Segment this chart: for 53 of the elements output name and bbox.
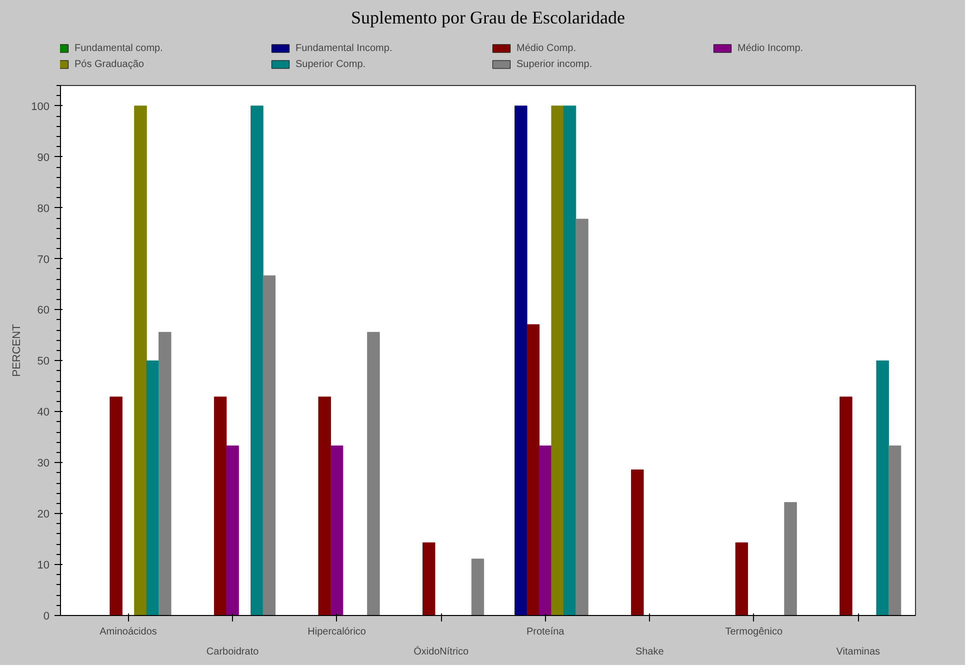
y-tick-label: 70	[37, 254, 50, 266]
y-tick-label: 50	[37, 356, 50, 368]
chart-title: Suplemento por Grau de Escolaridade	[351, 8, 625, 28]
bar	[538, 446, 552, 616]
bar	[330, 446, 344, 616]
y-tick-label: 20	[37, 508, 50, 521]
bar	[551, 106, 564, 616]
bar	[563, 106, 576, 616]
bar	[146, 360, 160, 616]
bar	[876, 360, 889, 616]
x-tick-label: Carboidrato	[206, 646, 260, 658]
y-tick-label: 30	[37, 458, 50, 470]
legend-label: Fundamental Incomp.	[296, 42, 394, 54]
bar	[214, 396, 227, 616]
bar	[158, 332, 172, 616]
bar	[888, 446, 902, 616]
bar	[318, 396, 331, 616]
bar	[840, 396, 852, 616]
x-tick-label: Hipercalórico	[308, 626, 366, 638]
bar	[250, 106, 264, 616]
x-tick-label: Vitaminas	[836, 646, 880, 658]
bar	[110, 396, 122, 616]
bar	[134, 106, 147, 616]
bar	[367, 332, 380, 616]
legend-label: Superior Comp.	[296, 58, 367, 70]
bar	[471, 558, 484, 616]
x-tick-label: Aminoácidos	[100, 626, 157, 638]
x-tick-label: Termogênico	[725, 626, 783, 638]
bar	[735, 542, 748, 616]
bar	[784, 502, 797, 616]
legend-label: Pós Graduação	[74, 58, 145, 70]
bar	[631, 470, 644, 616]
bar	[226, 446, 239, 616]
y-tick-label: 0	[43, 610, 50, 622]
y-tick-label: 100	[31, 100, 50, 113]
bar	[576, 218, 588, 616]
legend-label: Médio Incomp.	[738, 42, 804, 54]
x-tick-label: ÓxidoNítrico	[414, 646, 470, 658]
bar	[526, 324, 540, 616]
legend-label: Superior incomp.	[516, 58, 594, 70]
x-tick-label: Proteína	[526, 626, 565, 638]
bar	[514, 106, 528, 616]
y-axis-title: PERCENT	[11, 324, 24, 377]
x-tick-label: Shake	[635, 646, 664, 658]
y-tick-label: 90	[37, 152, 50, 164]
y-tick-label: 10	[37, 560, 50, 572]
bar	[262, 275, 276, 616]
bar	[422, 542, 436, 616]
legend-label: Fundamental comp.	[74, 42, 164, 54]
y-tick-label: 80	[37, 202, 50, 215]
legend-label: Médio Comp.	[516, 42, 577, 54]
y-tick-label: 60	[37, 304, 50, 317]
y-tick-label: 40	[37, 406, 50, 419]
